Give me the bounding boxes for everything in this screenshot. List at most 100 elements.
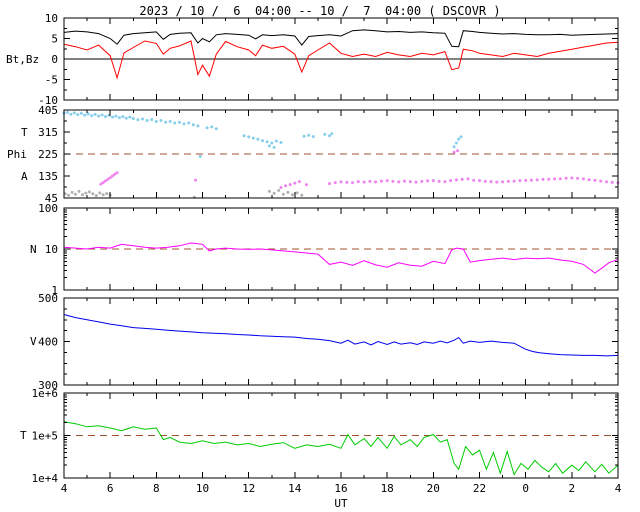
- point-T: [272, 191, 276, 195]
- ytick-label: 1e+6: [32, 387, 59, 400]
- point-A: [495, 180, 499, 184]
- series-T: [63, 421, 619, 476]
- point-Phi: [128, 115, 132, 119]
- xlabel-ut: UT: [334, 497, 348, 510]
- point-A: [466, 177, 470, 181]
- point-A: [478, 179, 481, 183]
- point-T: [91, 192, 95, 196]
- point-A: [456, 149, 460, 153]
- point-A: [408, 180, 412, 184]
- point-A: [403, 179, 406, 183]
- point-A: [452, 150, 456, 154]
- point-A: [351, 181, 354, 185]
- point-T: [300, 193, 304, 197]
- point-Phi: [267, 144, 271, 148]
- point-Phi: [198, 154, 202, 158]
- point-Phi: [136, 118, 140, 122]
- point-T: [77, 189, 81, 193]
- point-Phi: [154, 120, 158, 123]
- point-A: [553, 177, 556, 181]
- xtick-label: 14: [288, 482, 302, 495]
- point-A: [279, 186, 283, 189]
- point-A: [113, 172, 117, 176]
- point-T: [281, 192, 285, 196]
- point-Phi: [83, 113, 87, 117]
- point-A: [535, 178, 539, 182]
- point-A: [328, 182, 331, 186]
- point-Phi: [97, 114, 101, 118]
- point-Phi: [66, 110, 69, 114]
- point-Phi: [111, 115, 114, 119]
- point-T: [101, 193, 105, 197]
- point-T: [98, 191, 102, 195]
- point-A: [483, 179, 487, 183]
- point-A: [391, 179, 395, 183]
- point-Phi: [182, 122, 186, 126]
- ylabel-a: A: [21, 170, 28, 183]
- point-A: [108, 176, 112, 180]
- point-A: [297, 180, 301, 184]
- point-A: [454, 178, 458, 182]
- point-Phi: [72, 111, 76, 115]
- xtick-label: 10: [196, 482, 209, 495]
- xtick-label: 8: [153, 482, 160, 495]
- point-A: [397, 180, 401, 184]
- ytick-label: 1e+5: [32, 430, 59, 443]
- point-Phi: [454, 141, 458, 145]
- point-A: [339, 180, 343, 184]
- point-A: [115, 171, 119, 175]
- point-Phi: [141, 117, 144, 121]
- panel-frame-speed: [63, 297, 619, 386]
- ytick-label: 1: [51, 284, 58, 297]
- point-T: [70, 190, 74, 194]
- point-A: [443, 180, 447, 184]
- point-A: [541, 177, 545, 181]
- xtick-label: 6: [107, 482, 114, 495]
- ytick-label: 500: [38, 292, 58, 305]
- xtick-label: 20: [427, 482, 440, 495]
- point-Phi: [86, 112, 90, 116]
- point-A: [304, 183, 308, 187]
- point-Phi: [330, 132, 334, 136]
- point-A: [570, 176, 574, 180]
- ylabel-density: N: [30, 243, 37, 256]
- point-Phi: [265, 140, 269, 144]
- point-A: [414, 180, 418, 184]
- ytick-label: 5: [51, 33, 58, 46]
- point-Phi: [191, 123, 195, 127]
- point-A: [506, 179, 510, 183]
- xtick-label: 4: [61, 482, 68, 495]
- point-A: [610, 180, 614, 184]
- point-Phi: [164, 120, 168, 124]
- series-Bt: [63, 29, 619, 48]
- xtick-label: 0: [522, 482, 529, 495]
- point-A: [104, 179, 107, 183]
- ytick-label: 45: [45, 192, 58, 205]
- point-Phi: [124, 116, 128, 120]
- point-A: [106, 177, 110, 181]
- point-Phi: [272, 145, 276, 149]
- point-A: [420, 179, 424, 183]
- point-Phi: [145, 119, 149, 122]
- ytick-label: -10: [38, 94, 58, 107]
- point-T: [291, 193, 294, 197]
- point-A: [524, 178, 528, 182]
- ylabel-speed: V: [30, 335, 37, 348]
- point-Phi: [205, 126, 209, 130]
- point-Phi: [256, 137, 260, 141]
- point-A: [385, 179, 389, 183]
- point-T: [67, 193, 71, 197]
- point-A: [345, 180, 349, 184]
- point-A: [605, 180, 608, 184]
- point-A: [194, 178, 198, 182]
- point-A: [99, 182, 103, 186]
- point-Phi: [307, 133, 311, 137]
- point-Phi: [279, 141, 283, 144]
- point-T: [74, 192, 77, 196]
- point-A: [599, 179, 603, 183]
- xtick-label: 12: [242, 482, 255, 495]
- ytick-label: 100: [38, 202, 58, 215]
- point-Phi: [79, 111, 83, 115]
- point-A: [374, 180, 378, 184]
